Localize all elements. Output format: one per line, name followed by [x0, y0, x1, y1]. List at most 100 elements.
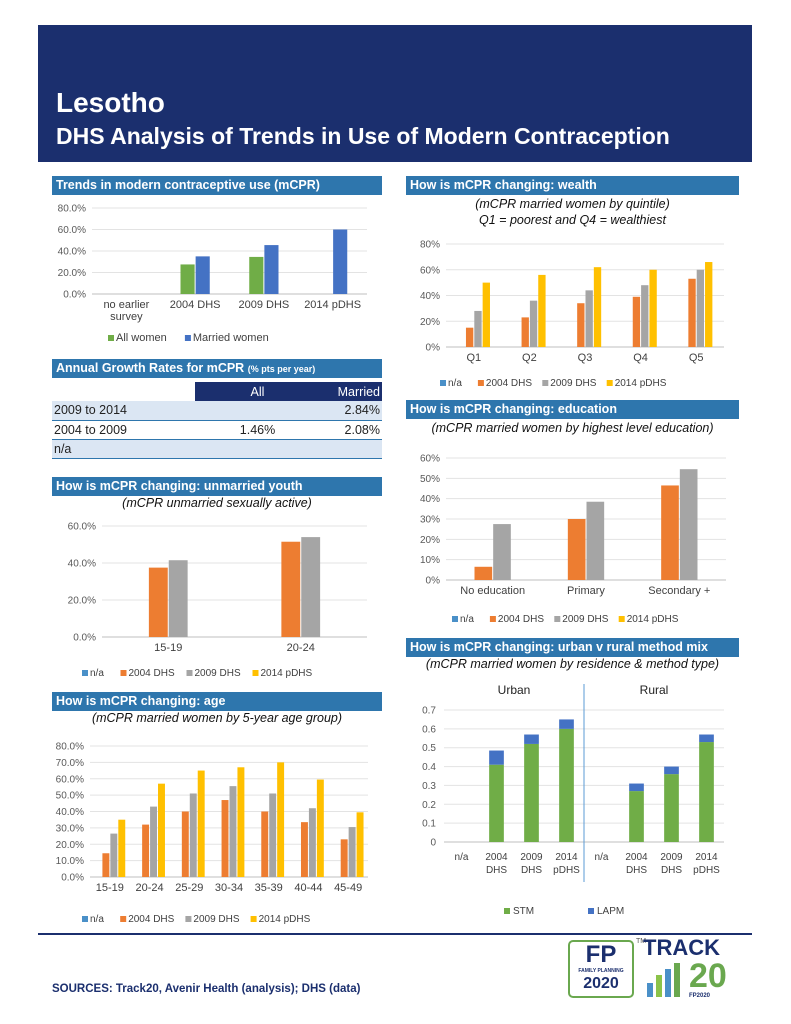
- y-tick-label: 70.0%: [56, 758, 84, 769]
- x-tick-label: DHS: [521, 865, 542, 876]
- y-tick-label: 30%: [420, 515, 440, 526]
- bar: [493, 524, 511, 580]
- bar: [197, 770, 205, 877]
- legend-label: n/a: [90, 914, 104, 925]
- legend-label: All women: [116, 332, 167, 344]
- legend-label: 2004 DHS: [498, 614, 544, 625]
- page-header: Lesotho DHS Analysis of Trends in Use of…: [38, 25, 752, 162]
- bar: [261, 811, 269, 877]
- y-tick-label: 0%: [426, 343, 441, 354]
- y-tick-label: 60%: [420, 454, 440, 465]
- bar: [465, 327, 474, 347]
- x-tick-label: DHS: [661, 865, 682, 876]
- bar: [195, 256, 210, 294]
- growth-header-0: [52, 382, 195, 401]
- x-tick-label: n/a: [455, 852, 469, 863]
- y-tick-label: 40%: [420, 291, 440, 302]
- bar: [629, 783, 644, 792]
- y-tick-label: 80.0%: [56, 742, 84, 753]
- bar: [308, 808, 316, 877]
- legend-swatch: [250, 916, 257, 922]
- legend-swatch: [108, 335, 114, 341]
- bar: [168, 560, 188, 637]
- legend-swatch: [184, 335, 191, 341]
- y-tick-label: 50.0%: [56, 791, 84, 802]
- y-tick-label: 0.7: [422, 706, 436, 717]
- bar: [277, 762, 285, 877]
- bar: [229, 786, 237, 877]
- bar: [585, 290, 593, 347]
- bar: [664, 766, 679, 775]
- bar: [489, 750, 504, 765]
- track20-logo: TRACK 20 FP2020: [643, 935, 743, 1001]
- bar: [632, 296, 641, 347]
- y-tick-label: 40.0%: [56, 807, 84, 818]
- y-tick-label: 10%: [420, 555, 440, 566]
- y-tick-label: 20%: [420, 535, 440, 546]
- legend-label: 2014 pDHS: [261, 668, 313, 679]
- growth-header-married: Married: [320, 382, 382, 401]
- bar: [148, 567, 168, 637]
- x-tick-label: Q3: [578, 352, 593, 364]
- section-trends: Trends in modern contraceptive use (mCPR…: [52, 176, 382, 195]
- legend-swatch: [186, 670, 193, 676]
- y-tick-label: 40.0%: [58, 247, 86, 258]
- x-tick-label: 2004 DHS: [170, 299, 221, 311]
- sources-text: SOURCES: Track20, Avenir Health (analysi…: [52, 983, 361, 995]
- x-tick-label: 45-49: [334, 882, 362, 894]
- bar: [593, 267, 602, 347]
- y-tick-label: 10.0%: [56, 856, 84, 867]
- fp2020-logo: FP FAMILY PLANNING 2020: [568, 940, 634, 998]
- legend-label: 2009 DHS: [193, 914, 239, 925]
- section-youth: How is mCPR changing: unmarried youth: [52, 477, 382, 496]
- bar: [180, 264, 195, 294]
- bar: [158, 783, 165, 877]
- bar: [249, 256, 264, 294]
- footer-divider: [38, 933, 752, 935]
- section-education: How is mCPR changing: education: [406, 400, 739, 419]
- bar: [521, 317, 529, 347]
- x-tick-label: 25-29: [175, 882, 203, 894]
- legend-label: 2009 DHS: [195, 668, 241, 679]
- bar: [679, 469, 698, 580]
- bar: [150, 806, 158, 877]
- bar: [524, 734, 539, 744]
- urban-subtitle: (mCPR married women by residence & metho…: [425, 657, 720, 671]
- y-tick-label: 20%: [420, 317, 440, 328]
- legend-label: STM: [513, 906, 534, 917]
- y-tick-label: 60.0%: [58, 225, 86, 236]
- bar: [221, 800, 229, 877]
- bar: [696, 269, 705, 347]
- chart-age: 0.0% 10.0% 20.0% 30.0% 40.0% 50.0% 60.0% 70.0% 8…: [56, 742, 368, 925]
- legend-label: 2004 DHS: [486, 378, 532, 389]
- y-tick-label: 0.0%: [73, 633, 96, 644]
- y-tick-label: 40.0%: [68, 559, 96, 570]
- trademark-mark: TM: [636, 938, 647, 945]
- growth-cell: [195, 439, 320, 459]
- x-tick-label: 2009 DHS: [238, 299, 289, 311]
- bar: [301, 537, 321, 637]
- x-tick-label: 2014: [555, 852, 578, 863]
- bar: [474, 566, 493, 580]
- bar: [629, 791, 644, 842]
- x-tick-label: Q1: [466, 352, 481, 364]
- x-tick-label: survey: [110, 311, 143, 323]
- y-tick-label: 20.0%: [56, 840, 84, 851]
- growth-row: n/a: [52, 439, 382, 459]
- x-tick-label: 2004: [625, 852, 648, 863]
- section-wealth: How is mCPR changing: wealth: [406, 176, 739, 195]
- legend-swatch: [618, 616, 625, 622]
- x-tick-label: 2014 pDHS: [304, 299, 361, 311]
- country-title: Lesotho: [56, 87, 165, 118]
- bar: [559, 719, 574, 729]
- bar: [189, 793, 197, 877]
- growth-header-row: All Married: [52, 382, 382, 401]
- group-label: Rural: [640, 683, 669, 697]
- bar: [348, 827, 356, 877]
- growth-cell: 2004 to 2009: [52, 420, 195, 440]
- bar: [664, 774, 679, 842]
- bar: [524, 743, 539, 842]
- legend-label: n/a: [90, 668, 104, 679]
- page-subtitle: DHS Analysis of Trends in Use of Modern …: [56, 123, 670, 149]
- track-logo-fp2020: FP2020: [689, 993, 711, 999]
